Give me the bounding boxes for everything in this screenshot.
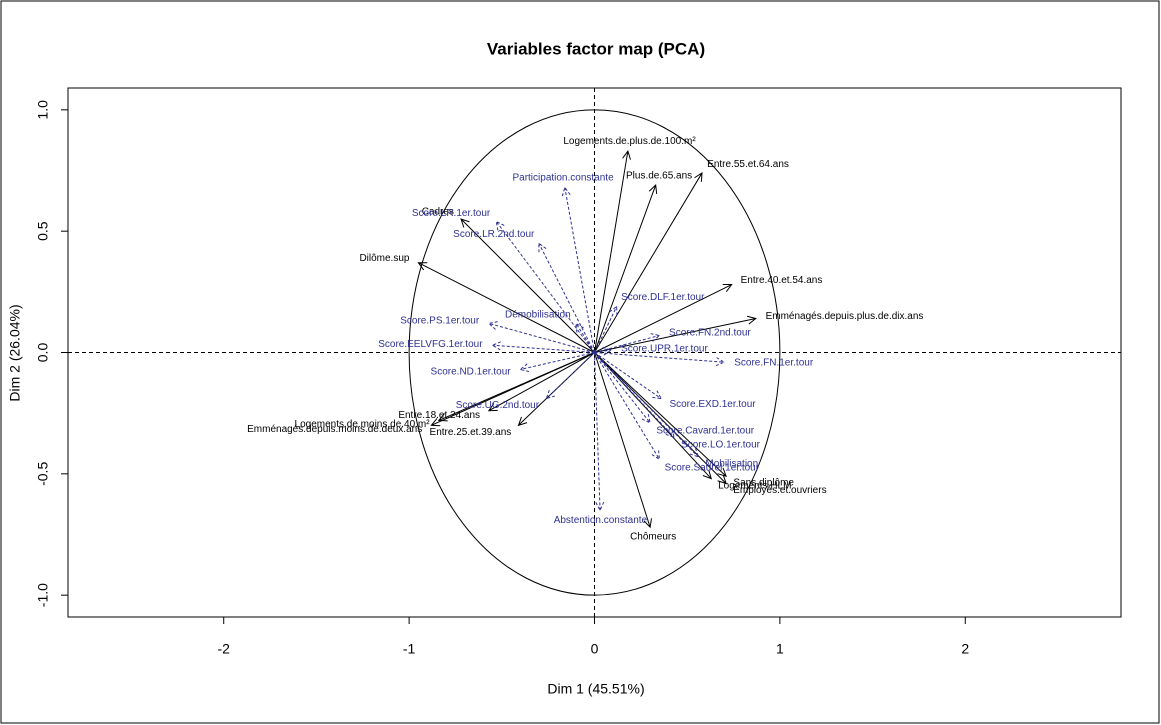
arrow-label: Score.Saurel.1er.tour xyxy=(665,462,760,473)
correlation-circle xyxy=(408,109,781,596)
arrow xyxy=(594,333,661,353)
arrow xyxy=(545,352,595,400)
arrow xyxy=(594,305,618,353)
arrow-label: Participation.constante xyxy=(512,172,614,183)
arrow-label: Cadres xyxy=(422,207,454,218)
arrow-label: Score.ND.1er.tour xyxy=(431,366,512,377)
arrow xyxy=(594,352,727,478)
arrow-label: Score.LR.1er.tour xyxy=(412,208,491,219)
x-tick-label: 2 xyxy=(961,641,969,657)
arrow xyxy=(519,352,595,373)
arrow xyxy=(417,262,595,353)
arrow-label: Dilôme.sup xyxy=(359,253,409,264)
arrow xyxy=(594,149,631,353)
arrow xyxy=(491,341,595,353)
arrow xyxy=(460,218,595,353)
arrow xyxy=(538,242,595,353)
arrow-label: Chômeurs xyxy=(630,531,676,542)
arrow xyxy=(594,352,700,458)
arrow-label: Score.EELVFG.1er.tour xyxy=(378,339,483,350)
arrow-label: Logements.de.moins.de.40.m² xyxy=(295,419,431,430)
y-tick-label: -1.0 xyxy=(35,583,51,607)
arrow xyxy=(594,184,658,353)
arrow xyxy=(594,352,652,529)
arrow-label: Score.LO.1er.tour xyxy=(681,439,761,450)
x-tick-label: 1 xyxy=(776,641,784,657)
y-tick-label: 0.5 xyxy=(35,221,51,241)
arrow-label: Mobilisation xyxy=(705,459,758,470)
arrow xyxy=(594,352,675,439)
arrow-label: Logements.HLM xyxy=(718,481,791,492)
arrow-label: Logements.de.plus.de.100.m² xyxy=(563,136,696,147)
arrow-label: Entre.25.et.39.ans xyxy=(430,427,512,438)
arrow-label: Score.LR.2nd.tour xyxy=(453,229,535,240)
x-tick-label: 0 xyxy=(591,641,599,657)
arrow-label: Score.PS.1er.tour xyxy=(400,315,480,326)
arrow xyxy=(495,220,595,353)
arrow xyxy=(594,352,605,512)
arrow xyxy=(594,352,660,461)
arrow xyxy=(594,352,726,367)
arrow-label: Démobilisation xyxy=(505,310,571,321)
arrow-label: Emménagés.depuis.moins.de.deux.ans xyxy=(247,424,422,435)
arrow-label: Score.UPR.1er.tour xyxy=(621,343,708,354)
arrow-label: Entre.18.et.24.ans xyxy=(398,410,480,421)
arrow-label: Score.UG.2nd.tour xyxy=(456,400,540,411)
x-tick-label: -1 xyxy=(403,641,416,657)
arrow-label: Entre.40.et.54.ans xyxy=(741,275,823,286)
arrow xyxy=(437,352,595,422)
y-tick-label: 0.0 xyxy=(35,343,51,363)
arrow-label: Plus.de.65.ans xyxy=(626,170,692,181)
arrow-label: Score.Cavard.1er.tour xyxy=(656,425,754,436)
arrow xyxy=(575,322,595,353)
arrow xyxy=(487,352,595,412)
y-axis-label: Dim 2 (26.04%) xyxy=(7,304,23,401)
arrow xyxy=(594,315,757,353)
x-tick-label: -2 xyxy=(217,641,230,657)
arrow-label: Emménagés.depuis.plus.de.dix.ans xyxy=(766,311,924,322)
arrow-label: Score.DLF.1er.tour xyxy=(621,292,705,303)
arrow xyxy=(594,352,713,480)
x-axis-label: Dim 1 (45.51%) xyxy=(547,681,644,697)
arrow-label: Sans.diplôme xyxy=(733,478,794,489)
arrow-label: Score.FN.2nd.tour xyxy=(669,328,751,339)
arrow xyxy=(594,284,733,353)
arrow-label: Abstention.constante xyxy=(554,515,648,526)
y-tick-label: -0.5 xyxy=(35,462,51,486)
arrow xyxy=(594,171,703,353)
arrow xyxy=(594,352,663,400)
arrow-label: Entre.55.et.64.ans xyxy=(707,159,789,170)
arrow xyxy=(487,321,595,353)
arrow xyxy=(594,352,651,424)
arrow-label: Score.FN.1er.tour xyxy=(734,358,814,369)
arrow-label: Score.EXD.1er.tour xyxy=(669,399,756,410)
y-tick-label: 1.0 xyxy=(35,100,51,120)
arrow xyxy=(561,186,595,353)
arrow-label: Employés.et.ouvriers xyxy=(733,485,826,496)
chart-title: Variables factor map (PCA) xyxy=(487,39,705,58)
